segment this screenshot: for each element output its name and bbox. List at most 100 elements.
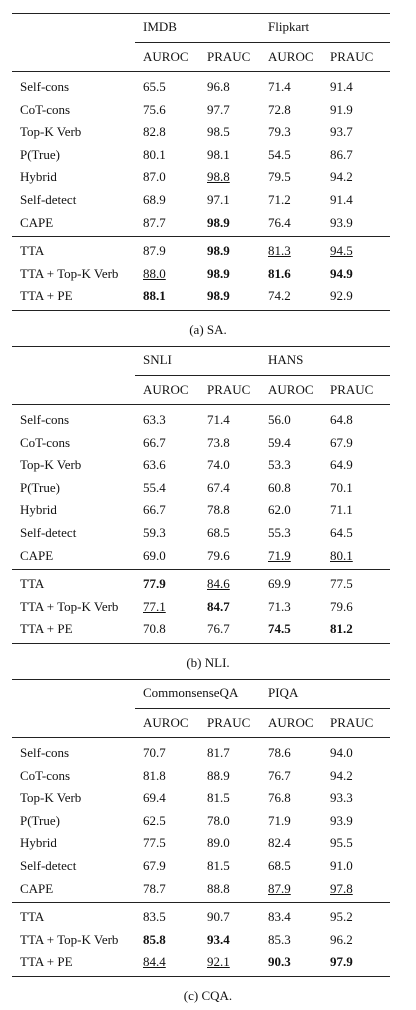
- cell: 62.0: [268, 502, 291, 518]
- rule: [12, 737, 390, 738]
- cell: 84.6: [207, 576, 230, 591]
- cell: 91.4: [330, 192, 353, 207]
- cell: 93.4: [207, 931, 230, 947]
- cell: 77.1: [143, 598, 166, 614]
- cell: 76.4: [268, 214, 291, 230]
- cell: 71.2: [268, 192, 291, 207]
- cell: 90.3: [268, 954, 291, 970]
- cell: 55.3: [268, 525, 291, 540]
- cell: 87.0: [143, 169, 166, 185]
- cell: 81.8: [143, 767, 166, 783]
- row-label: Self-cons: [20, 79, 70, 94]
- cell: 96.8: [207, 79, 230, 94]
- row-label: CoT-cons: [20, 767, 71, 783]
- table-block: IMDB Flipkart AUROC PRAUC AUROC PRAUC Self-con…: [0, 0, 416, 337]
- cell: 56.0: [268, 412, 291, 427]
- cell: 98.9: [207, 265, 230, 281]
- row-label: CAPE: [20, 880, 54, 896]
- table-block: SNLI HANS AUROC PRAUC AUROC PRAUC Self-cons 63.…: [0, 333, 416, 670]
- cell: 80.1: [330, 547, 353, 563]
- cell: 64.5: [330, 525, 353, 540]
- cell: 94.0: [330, 745, 353, 760]
- row-label: Hybrid: [20, 835, 57, 851]
- column-header: AUROC: [268, 382, 314, 397]
- cell: 93.9: [330, 214, 353, 230]
- cell: 89.0: [207, 835, 230, 851]
- column-header: PRAUC: [330, 715, 374, 730]
- cell: 70.7: [143, 745, 166, 760]
- cell: 92.1: [207, 954, 230, 970]
- cell: 78.7: [143, 880, 166, 896]
- group-header: PIQA: [268, 685, 299, 700]
- cell: 67.9: [143, 858, 166, 873]
- cell: 78.8: [207, 502, 230, 518]
- cell: 76.7: [268, 767, 291, 783]
- row-label: P(True): [20, 812, 60, 828]
- rule: [12, 13, 390, 14]
- cell: 81.5: [207, 858, 230, 873]
- rule: [12, 679, 390, 680]
- cell: 69.0: [143, 547, 166, 563]
- rule: [12, 902, 390, 903]
- rule: [12, 569, 390, 570]
- cell: 83.4: [268, 909, 291, 924]
- cell: 71.1: [330, 502, 353, 518]
- cell: 71.4: [207, 412, 230, 427]
- rule: [12, 310, 390, 311]
- cell: 83.5: [143, 909, 166, 924]
- cell: 86.7: [330, 146, 353, 162]
- row-label: TTA + Top-K Verb: [20, 598, 119, 614]
- rule: [12, 404, 390, 405]
- cell: 92.9: [330, 288, 353, 304]
- cell: 78.0: [207, 812, 230, 828]
- cell: 64.9: [330, 457, 353, 473]
- rule: [12, 976, 390, 977]
- column-header: AUROC: [143, 49, 189, 64]
- column-header: AUROC: [143, 715, 189, 730]
- row-label: P(True): [20, 479, 60, 495]
- cell: 91.9: [330, 101, 353, 117]
- row-label: Self-detect: [20, 192, 77, 207]
- cell: 82.8: [143, 124, 166, 140]
- cell: 70.1: [330, 479, 353, 495]
- row-label: P(True): [20, 146, 60, 162]
- row-label: Top-K Verb: [20, 457, 82, 473]
- cell: 90.7: [207, 909, 230, 924]
- cell: 78.6: [268, 745, 291, 760]
- row-label: Hybrid: [20, 502, 57, 518]
- cell: 87.9: [143, 243, 166, 258]
- row-label: TTA: [20, 576, 45, 591]
- caption: (c) CQA.: [183, 988, 233, 1003]
- cell: 84.7: [207, 598, 230, 614]
- row-label: TTA + PE: [20, 288, 73, 304]
- cell: 81.6: [268, 265, 291, 281]
- cell: 79.5: [268, 169, 291, 185]
- cell: 71.3: [268, 598, 291, 614]
- cell: 76.7: [207, 621, 230, 637]
- cell: 62.5: [143, 812, 166, 828]
- cell: 94.2: [330, 767, 353, 783]
- group-header: HANS: [268, 352, 304, 367]
- cell: 73.8: [207, 434, 230, 450]
- cell: 91.4: [330, 79, 353, 94]
- cell: 81.2: [330, 621, 353, 637]
- cell: 68.5: [207, 525, 230, 540]
- cell: 63.6: [143, 457, 166, 473]
- cell: 68.5: [268, 858, 291, 873]
- row-label: CAPE: [20, 547, 54, 563]
- cell: 97.9: [330, 954, 353, 970]
- cell: 74.2: [268, 288, 291, 304]
- cell: 79.6: [207, 547, 230, 563]
- cell: 85.3: [268, 931, 291, 947]
- cell: 59.3: [143, 525, 166, 540]
- cell: 74.0: [207, 457, 230, 473]
- cell: 97.1: [207, 192, 230, 207]
- cell: 71.9: [268, 547, 291, 563]
- rule: [12, 643, 390, 644]
- cell: 97.8: [330, 880, 353, 896]
- rule: [12, 346, 390, 347]
- cell: 70.8: [143, 621, 166, 637]
- cell: 59.4: [268, 434, 291, 450]
- cell: 71.9: [268, 812, 291, 828]
